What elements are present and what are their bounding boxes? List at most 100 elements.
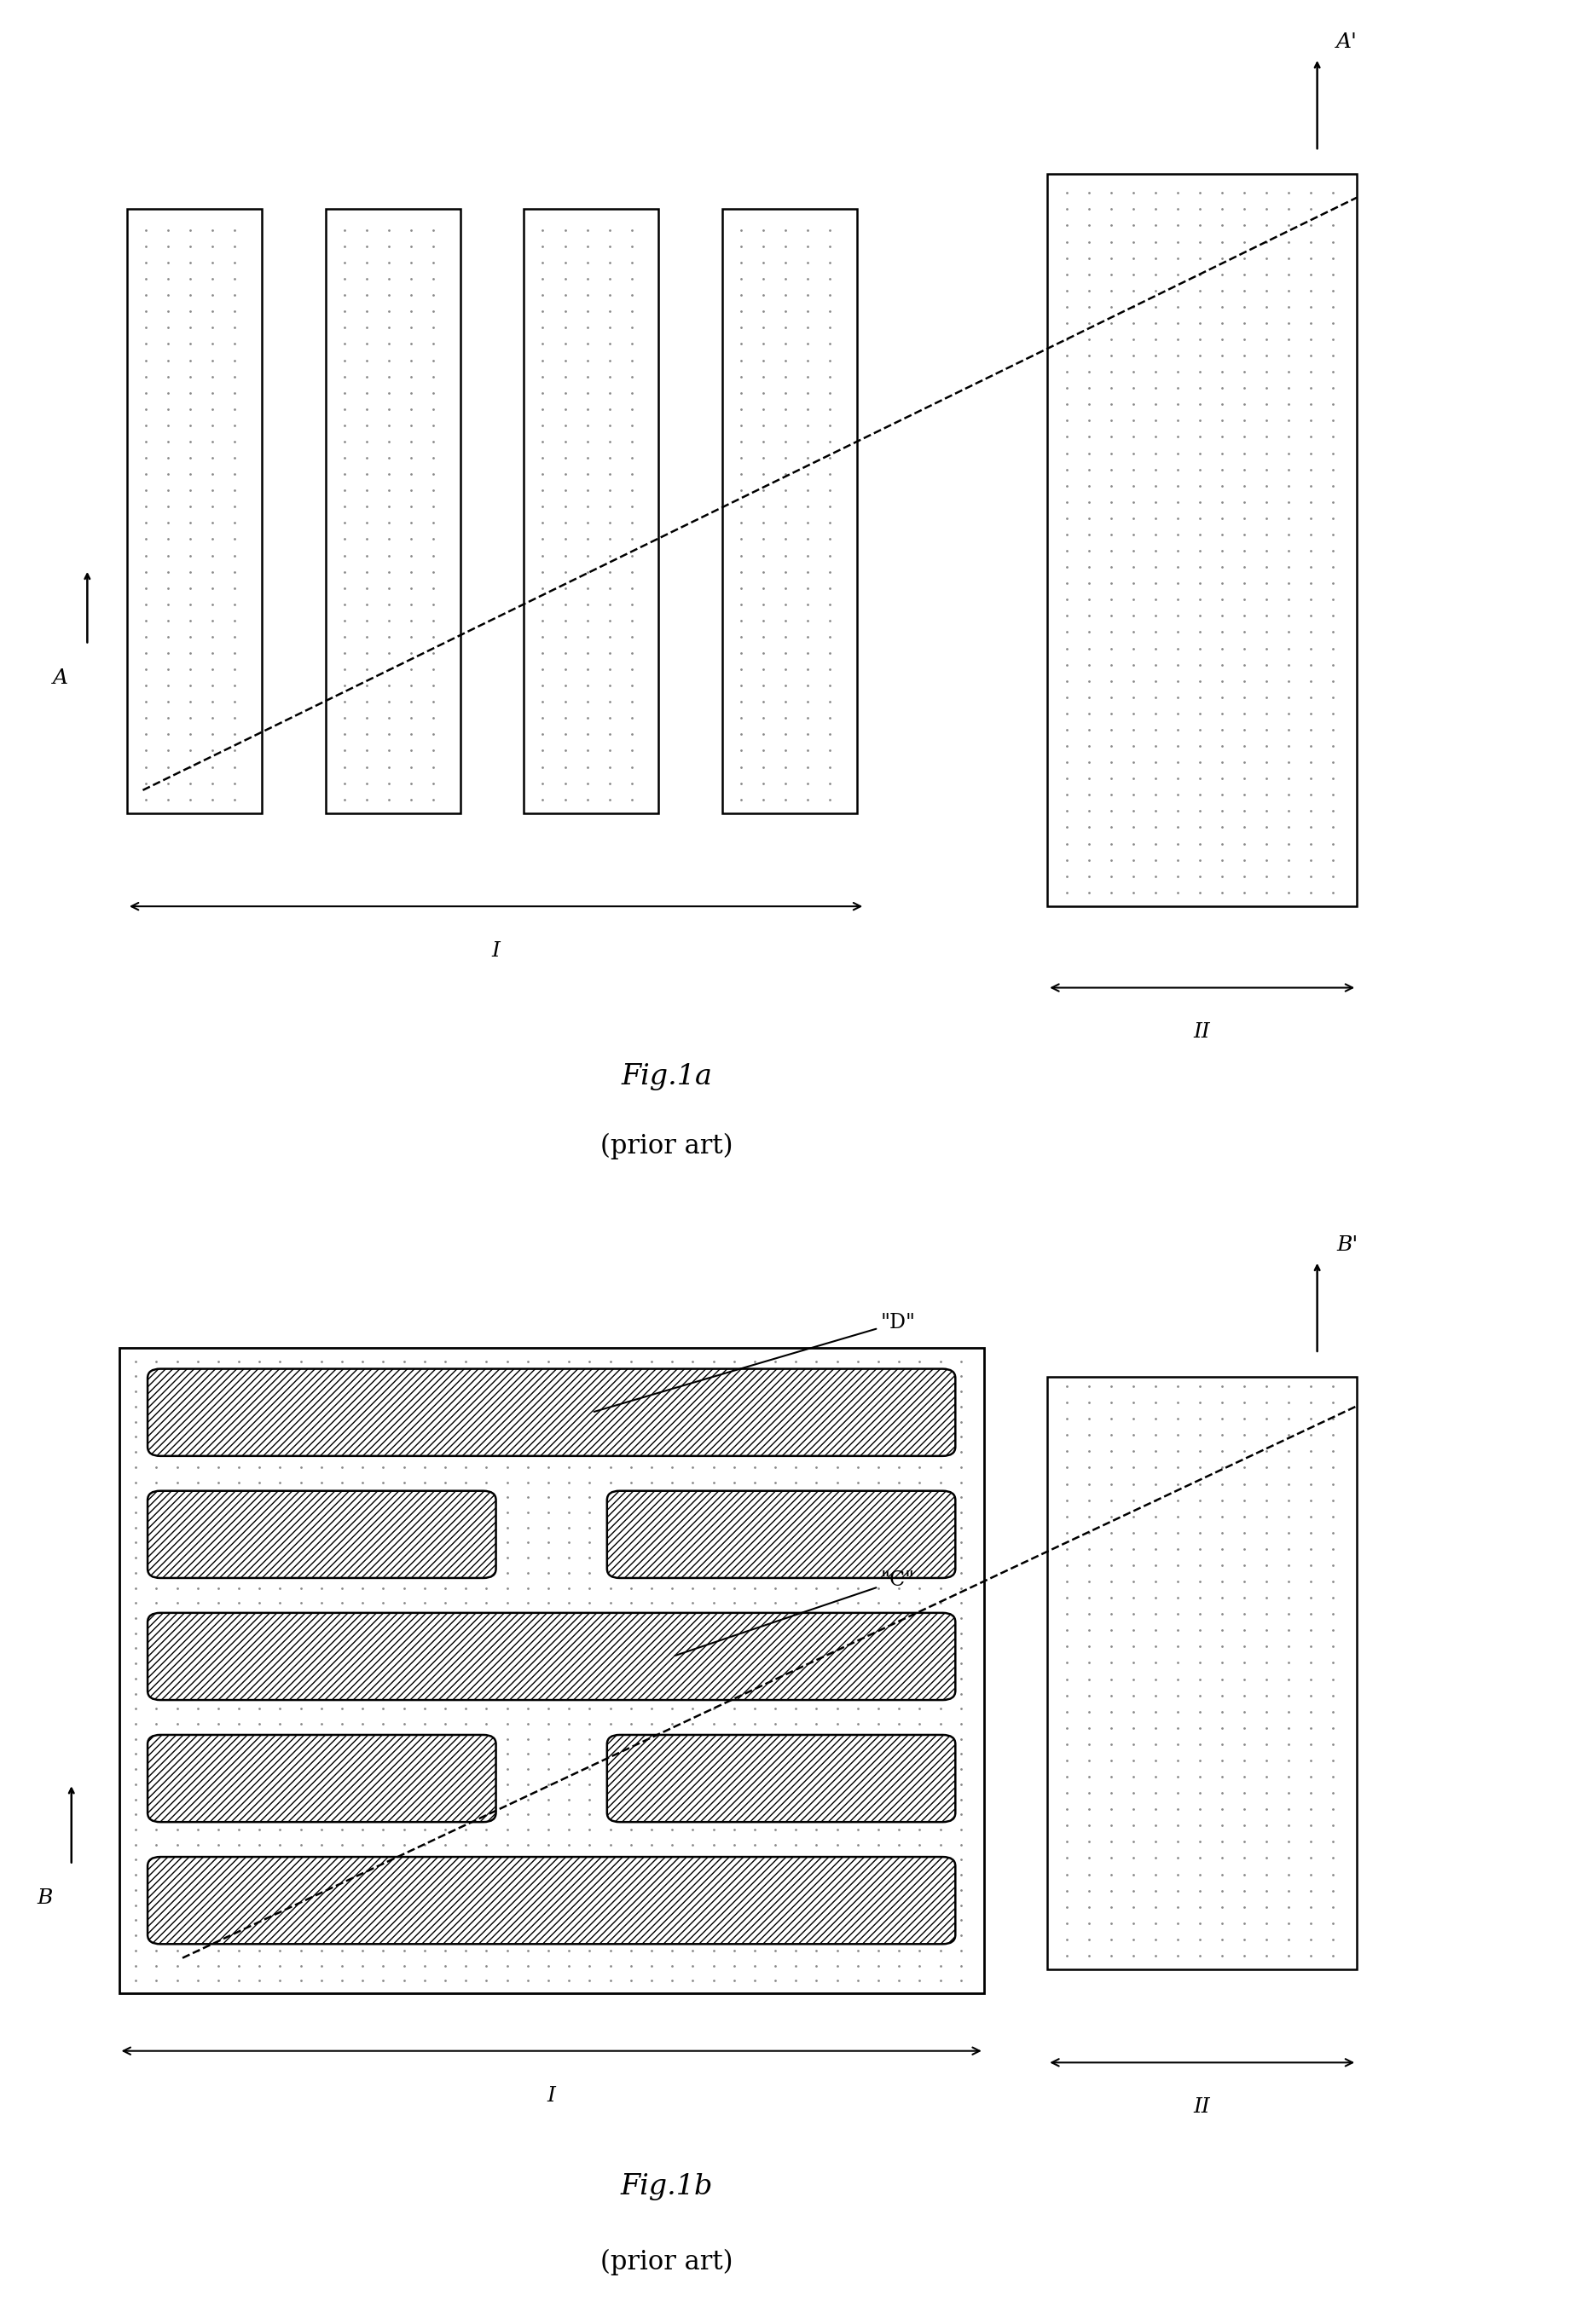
Point — [762, 1841, 787, 1878]
Point — [886, 1901, 911, 1938]
Point — [1209, 1757, 1235, 1794]
Point — [156, 488, 181, 525]
Point — [597, 732, 622, 769]
Point — [844, 1629, 870, 1666]
Point — [535, 1629, 562, 1666]
Point — [514, 1901, 540, 1938]
Point — [720, 1827, 747, 1864]
Point — [1187, 614, 1212, 651]
Point — [1143, 1399, 1168, 1436]
Point — [1232, 727, 1257, 765]
Point — [741, 1418, 768, 1455]
Point — [762, 1750, 787, 1787]
Point — [330, 1494, 355, 1532]
Point — [144, 1343, 170, 1380]
Point — [576, 1404, 601, 1441]
Point — [1054, 483, 1079, 521]
Point — [619, 488, 644, 525]
Point — [267, 1373, 294, 1411]
Point — [165, 1736, 190, 1773]
Point — [1298, 500, 1324, 537]
Point — [495, 1871, 521, 1908]
Point — [795, 211, 820, 249]
Text: (prior art): (prior art) — [600, 1132, 733, 1160]
Point — [638, 1508, 663, 1545]
Point — [1254, 435, 1279, 472]
Point — [398, 748, 424, 786]
Point — [1143, 1464, 1168, 1501]
Point — [349, 1615, 376, 1652]
Point — [679, 1901, 705, 1938]
Point — [1120, 695, 1146, 732]
Point — [728, 293, 754, 330]
Point — [376, 439, 402, 476]
Point — [267, 1736, 294, 1773]
Point — [751, 716, 776, 753]
Point — [1143, 1773, 1168, 1810]
Point — [1076, 1676, 1101, 1713]
Point — [1209, 1789, 1235, 1827]
Point — [844, 1676, 870, 1713]
Point — [473, 1404, 498, 1441]
Point — [1076, 1448, 1101, 1485]
Point — [206, 1645, 232, 1683]
Point — [1298, 435, 1324, 472]
Point — [825, 1629, 851, 1666]
Point — [1298, 1562, 1324, 1599]
Point — [1143, 597, 1168, 634]
Point — [1098, 223, 1124, 260]
Point — [1165, 1920, 1190, 1957]
Point — [795, 651, 820, 688]
Point — [597, 1706, 622, 1743]
Point — [728, 358, 754, 395]
Point — [728, 732, 754, 769]
Point — [1232, 630, 1257, 667]
Point — [1187, 191, 1212, 228]
Point — [267, 1357, 294, 1394]
Point — [1298, 1692, 1324, 1729]
Point — [222, 504, 248, 541]
Point — [1320, 1936, 1346, 1973]
Point — [1054, 223, 1079, 260]
Point — [165, 1676, 190, 1713]
Point — [1276, 1855, 1301, 1892]
Point — [222, 439, 248, 476]
Point — [773, 358, 798, 395]
Point — [844, 1810, 870, 1848]
Point — [144, 1464, 170, 1501]
Point — [679, 1629, 705, 1666]
Point — [225, 1766, 251, 1803]
Point — [762, 1404, 787, 1441]
Point — [773, 765, 798, 802]
Point — [1054, 1873, 1079, 1910]
Point — [949, 1736, 974, 1773]
Point — [728, 488, 754, 525]
Point — [267, 1659, 294, 1697]
Point — [267, 1766, 294, 1803]
Point — [817, 342, 843, 379]
Point — [332, 407, 357, 444]
Point — [619, 407, 644, 444]
Point — [206, 1887, 232, 1924]
Point — [795, 423, 820, 460]
Point — [330, 1464, 355, 1501]
Point — [186, 1871, 209, 1908]
Point — [156, 618, 181, 655]
Point — [1187, 1676, 1212, 1713]
Point — [576, 1961, 601, 1999]
Point — [1187, 256, 1212, 293]
Point — [514, 1961, 540, 1999]
Point — [720, 1780, 747, 1817]
Point — [535, 1857, 562, 1894]
Point — [1165, 1906, 1190, 1943]
Point — [700, 1827, 725, 1864]
Point — [267, 1508, 294, 1545]
Point — [1076, 1692, 1101, 1729]
Point — [308, 1796, 333, 1834]
Point — [246, 1404, 273, 1441]
Point — [773, 309, 798, 346]
Point — [178, 683, 203, 720]
Point — [1165, 191, 1190, 228]
Point — [927, 1961, 952, 1999]
Point — [660, 1585, 686, 1622]
